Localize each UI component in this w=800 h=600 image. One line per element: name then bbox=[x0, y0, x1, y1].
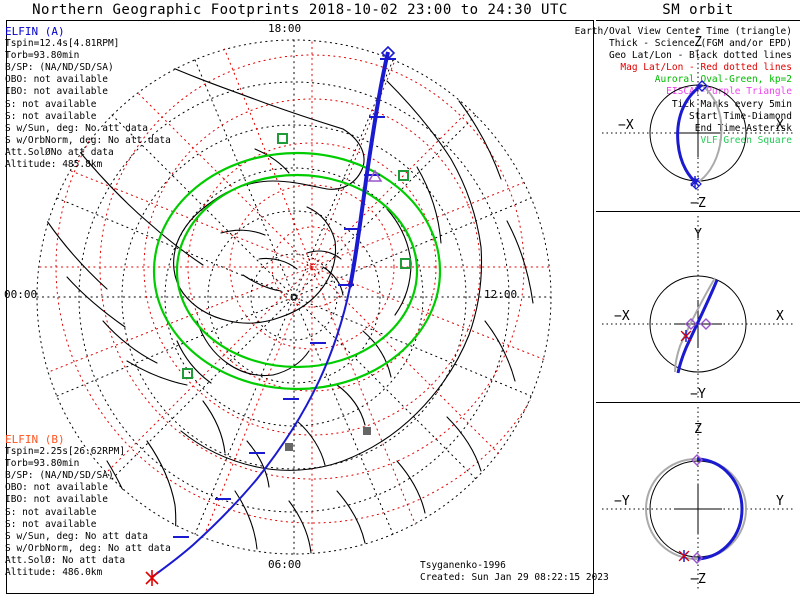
elfin-b-line-0: Tspin=2.25s[26.62RPM] bbox=[5, 446, 126, 458]
page-title: Northern Geographic Footprints 2018-10-0… bbox=[32, 2, 568, 18]
sm-xz-axis-top: Z bbox=[694, 35, 702, 50]
polar-map-panel bbox=[6, 20, 594, 594]
elfin-b-name: ELFIN (B) bbox=[5, 433, 65, 446]
elfin-a-info: ELFIN (A) Tspin=12.4s[4.81RPM] Torb=93.8… bbox=[5, 25, 171, 171]
sm-yz-axis-bottom: −Z bbox=[690, 572, 706, 587]
elfin-a-line-8: S w/OrbNorm, deg: No att data bbox=[5, 134, 171, 146]
sm-yz-axis-top: Z bbox=[694, 422, 702, 437]
clock-label-12: 12:00 bbox=[484, 288, 518, 301]
elfin-b-line-9: Att.SolØ: No att data bbox=[5, 554, 126, 566]
elfin-b-line-8: S w/OrbNorm, deg: No att data bbox=[5, 542, 171, 554]
elfin-b-line-10: Altitude: 486.0km bbox=[5, 567, 103, 579]
elfin-b-line-2: B/SP: (NA/ND/SD/SA) bbox=[5, 470, 114, 482]
clock-label-00: 00:00 bbox=[4, 288, 38, 301]
sm-xy-axis-left: −X bbox=[614, 309, 630, 324]
sm-xy-axis-bottom: −Y bbox=[690, 387, 706, 402]
elfin-a-line-7: S w/Sun, deg: No att data bbox=[5, 122, 148, 134]
station-markers bbox=[285, 427, 371, 451]
sm-orbit-title: SM orbit bbox=[662, 2, 734, 18]
legend-item-0: Earth/Oval View Center Time (triangle) bbox=[574, 26, 792, 37]
eiscat-purple-triangle bbox=[367, 169, 383, 182]
elfin-b-info: ELFIN (B) Tspin=2.25s[26.62RPM] Torb=93.… bbox=[5, 433, 171, 579]
polar-map-svg bbox=[36, 39, 552, 586]
sm-xz-axis-right: X bbox=[776, 118, 784, 133]
sm-panel-xz: Z −Z −X X bbox=[596, 20, 800, 211]
elfin-a-name: ELFIN (A) bbox=[5, 25, 65, 38]
legend-item-4: Auroral Oval-Green, kp=2 bbox=[654, 74, 792, 86]
track-tick-marks bbox=[173, 58, 396, 538]
elfin-b-line-6: S: not available bbox=[5, 518, 97, 530]
map-legend: Earth/Oval View Center Time (triangle) T… bbox=[575, 26, 792, 147]
ground-track-thin bbox=[151, 51, 389, 578]
sm-xz-axis-bottom: −Z bbox=[690, 196, 706, 211]
legend-item-7: Start Time-Diamond bbox=[689, 110, 792, 122]
sm-panel-xy: Y −Y −X X bbox=[596, 211, 800, 402]
elfin-a-line-0: Tspin=12.4s[4.81RPM] bbox=[5, 38, 120, 50]
model-credit: Tsyganenko-1996 bbox=[420, 560, 506, 571]
sm-xy-axis-right: X bbox=[776, 309, 784, 324]
legend-item-8: End Time-Asterisk bbox=[694, 122, 792, 134]
elfin-a-line-10: Altitude: 485.8km bbox=[5, 159, 103, 171]
elfin-a-line-9: Att.SolØNo att data bbox=[5, 146, 114, 158]
geo-meridians bbox=[36, 39, 552, 555]
sm-yz-axis-right: Y bbox=[776, 494, 784, 509]
sm-xz-axis-left: −X bbox=[618, 118, 634, 133]
vlf-green-squares bbox=[182, 133, 411, 379]
elfin-a-line-4: IBO: not available bbox=[5, 86, 108, 98]
elfin-a-line-1: Torb=93.80min bbox=[5, 50, 80, 62]
credits-block: Tsyganenko-1996 Created: Sun Jan 29 08:2… bbox=[420, 560, 609, 584]
sm-panel-yz: Z −Z −Y Y bbox=[596, 402, 800, 593]
elfin-a-line-6: S: not available bbox=[5, 110, 97, 122]
elfin-a-line-2: B/SP: (NA/ND/SD/SA) bbox=[5, 62, 114, 74]
sm-orbit-column: Z −Z −X X bbox=[596, 20, 800, 594]
sm-yz-axis-left: −Y bbox=[614, 494, 630, 509]
mag-meridians bbox=[36, 39, 552, 555]
sm-xy-axis-top: Y bbox=[694, 227, 702, 242]
legend-item-5: EISCAT-Purple Triangle bbox=[666, 86, 792, 98]
elfin-a-line-3: OBO: not available bbox=[5, 74, 108, 86]
elfin-a-line-5: S: not available bbox=[5, 98, 97, 110]
elfin-b-line-3: OBO: not available bbox=[5, 482, 108, 494]
elfin-b-line-7: S w/Sun, deg: No att data bbox=[5, 530, 148, 542]
legend-item-2: Geo Lat/Lon - Black dotted lines bbox=[608, 50, 792, 62]
legend-item-6: Tick Marks every 5min bbox=[671, 98, 792, 110]
elfin-b-line-5: S: not available bbox=[5, 506, 97, 518]
elfin-b-line-1: Torb=93.80min bbox=[5, 458, 80, 470]
end-time-asterisk bbox=[145, 570, 159, 586]
legend-item-9: VLF-Green Square bbox=[700, 134, 792, 146]
elfin-b-line-4: IBO: not available bbox=[5, 494, 108, 506]
legend-item-1: Thick - Science (FGM and/or EPD) bbox=[608, 38, 792, 50]
ground-track-thick-science bbox=[348, 51, 390, 288]
start-time-diamond bbox=[380, 45, 396, 61]
clock-label-06: 06:00 bbox=[268, 558, 302, 571]
created-timestamp: Created: Sun Jan 29 08:22:15 2023 bbox=[420, 572, 609, 584]
clock-label-18: 18:00 bbox=[268, 22, 302, 35]
auroral-oval bbox=[152, 151, 442, 391]
legend-item-3: Mag Lat/Lon - Red dotted lines bbox=[620, 62, 792, 74]
